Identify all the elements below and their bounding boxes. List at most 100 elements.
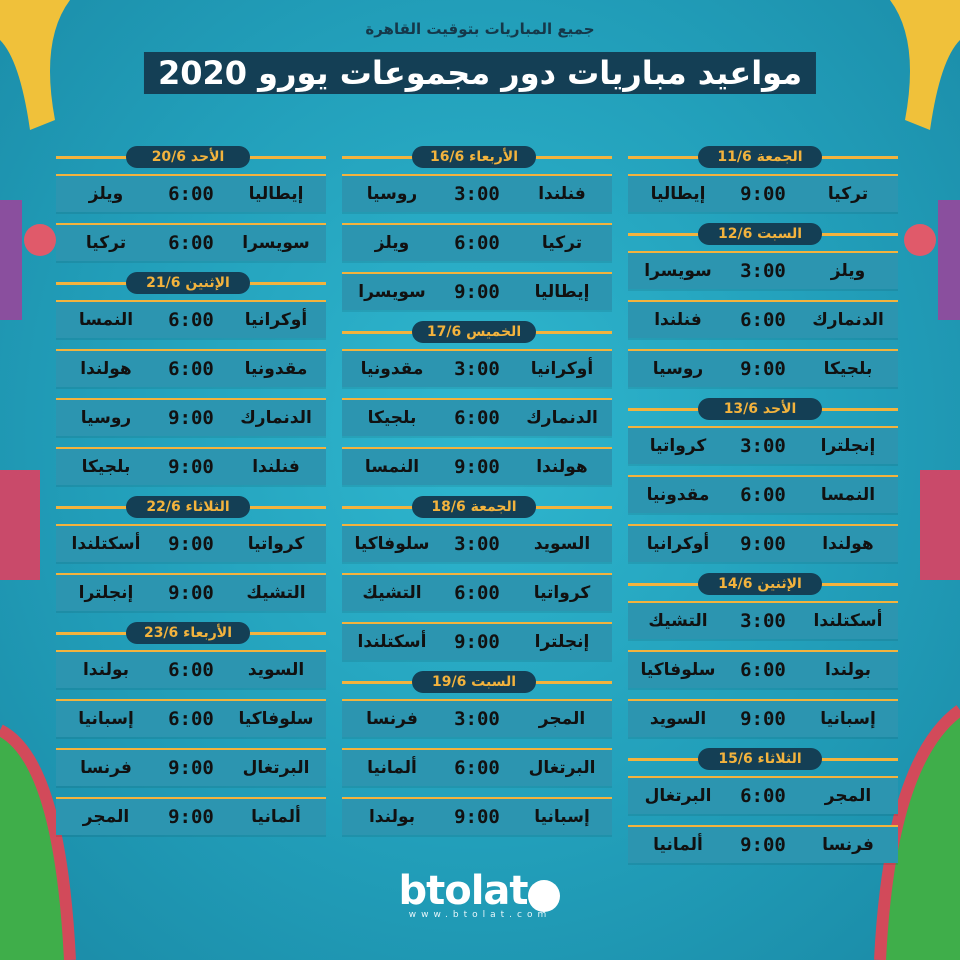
kickoff-time: 9:00 <box>168 533 214 555</box>
home-team: سلوفاكيا <box>238 709 314 729</box>
kickoff-time: 3:00 <box>740 610 786 632</box>
match-row: هولندا 9:00 أوكرانيا <box>628 524 898 562</box>
away-team: إنجلترا <box>78 583 134 603</box>
home-team: البرتغال <box>528 758 596 778</box>
away-team: ألمانيا <box>367 758 417 778</box>
kickoff-time: 3:00 <box>740 435 786 457</box>
kickoff-time: 6:00 <box>740 309 786 331</box>
kickoff-time: 9:00 <box>740 834 786 856</box>
match-row: إسبانيا 9:00 السويد <box>628 699 898 737</box>
kickoff-time: 9:00 <box>740 708 786 730</box>
away-team: روسيا <box>652 359 704 379</box>
away-team: فنلندا <box>654 310 702 330</box>
kickoff-time: 9:00 <box>454 806 500 828</box>
kickoff-time: 9:00 <box>168 582 214 604</box>
kickoff-time: 6:00 <box>454 407 500 429</box>
day-header: الخميس 17/6 <box>342 321 612 343</box>
home-team: أوكرانيا <box>244 310 308 330</box>
left-pitch <box>0 730 70 960</box>
kickoff-time: 9:00 <box>168 407 214 429</box>
match-row: تركيا 9:00 إيطاليا <box>628 174 898 212</box>
top-left-arch <box>0 0 70 130</box>
home-team: الدنمارك <box>812 310 884 330</box>
kickoff-time: 6:00 <box>168 232 214 254</box>
kickoff-time: 6:00 <box>740 659 786 681</box>
match-row: فنلندا 9:00 بلجيكا <box>56 447 326 485</box>
right-tree <box>904 224 936 256</box>
away-team: بولندا <box>82 660 129 680</box>
home-team: إسبانيا <box>534 807 590 827</box>
away-team: بلجيكا <box>367 408 417 428</box>
match-row: تركيا 6:00 ويلز <box>342 223 612 261</box>
kickoff-time: 3:00 <box>454 183 500 205</box>
match-row: كرواتيا 9:00 أسكتلندا <box>56 524 326 562</box>
match-row: فرنسا 9:00 ألمانيا <box>628 825 898 863</box>
kickoff-time: 3:00 <box>454 358 500 380</box>
kickoff-time: 9:00 <box>168 456 214 478</box>
page-title: مواعيد مباريات دور مجموعات يورو 2020 <box>143 52 817 94</box>
home-team: السويد <box>533 534 591 554</box>
match-row: أوكرانيا 6:00 النمسا <box>56 300 326 338</box>
schedule-column-right: الجمعة 11/6 تركيا 9:00 إيطاليا السبت 12/6 ويل… <box>628 146 898 874</box>
day-header: السبت 12/6 <box>628 223 898 245</box>
away-team: سلوفاكيا <box>354 534 430 554</box>
kickoff-time: 3:00 <box>740 260 786 282</box>
kickoff-time: 6:00 <box>740 484 786 506</box>
home-team: أسكتلندا <box>813 611 883 631</box>
away-team: سويسرا <box>644 261 712 281</box>
day-label: السبت 19/6 <box>412 671 536 693</box>
away-team: إسبانيا <box>78 709 134 729</box>
schedule-column-left: الأحد 20/6 إيطاليا 6:00 ويلز سويسرا 6:00 تركيا… <box>56 146 326 846</box>
kickoff-time: 3:00 <box>454 708 500 730</box>
day-label: الثلاثاء 22/6 <box>126 496 250 518</box>
match-row: مقدونيا 6:00 هولندا <box>56 349 326 387</box>
btolat-logo: btolat www.btolat.com <box>0 868 960 920</box>
kickoff-time: 9:00 <box>454 631 500 653</box>
schedule-column-middle: الأربعاء 16/6 فنلندا 3:00 روسيا تركيا 6:00 ويل… <box>342 146 612 846</box>
day-header: الإثنين 14/6 <box>628 573 898 595</box>
logo-site: www.btolat.com <box>408 909 552 920</box>
day-label: السبت 12/6 <box>698 223 822 245</box>
home-team: المجر <box>538 709 586 729</box>
day-header: السبت 19/6 <box>342 671 612 693</box>
match-row: ويلز 3:00 سويسرا <box>628 251 898 289</box>
match-row: هولندا 9:00 النمسا <box>342 447 612 485</box>
left-pitch-edge <box>0 724 76 960</box>
day-header: الإثنين 21/6 <box>56 272 326 294</box>
home-team: فرنسا <box>822 835 874 855</box>
kickoff-time: 6:00 <box>168 708 214 730</box>
match-row: السويد 3:00 سلوفاكيا <box>342 524 612 562</box>
match-row: فنلندا 3:00 روسيا <box>342 174 612 212</box>
away-team: بولندا <box>368 807 415 827</box>
home-team: إيطاليا <box>534 282 590 302</box>
kickoff-time: 6:00 <box>454 582 500 604</box>
match-row: البرتغال 6:00 ألمانيا <box>342 748 612 786</box>
home-team: مقدونيا <box>244 359 308 379</box>
away-team: التشيك <box>648 611 708 631</box>
away-team: تركيا <box>85 233 127 253</box>
home-team: إسبانيا <box>820 709 876 729</box>
day-label: الجمعة 18/6 <box>412 496 536 518</box>
match-row: الدنمارك 6:00 بلجيكا <box>342 398 612 436</box>
match-row: سويسرا 6:00 تركيا <box>56 223 326 261</box>
match-row: النمسا 6:00 مقدونيا <box>628 475 898 513</box>
home-team: المجر <box>824 786 872 806</box>
away-team: البرتغال <box>644 786 712 806</box>
home-team: فنلندا <box>252 457 300 477</box>
home-team: إنجلترا <box>534 632 590 652</box>
match-row: الدنمارك 6:00 فنلندا <box>628 300 898 338</box>
home-team: أوكرانيا <box>530 359 594 379</box>
kickoff-time: 9:00 <box>740 358 786 380</box>
kickoff-time: 6:00 <box>454 232 500 254</box>
match-row: سلوفاكيا 6:00 إسبانيا <box>56 699 326 737</box>
left-tree <box>24 224 56 256</box>
match-row: المجر 6:00 البرتغال <box>628 776 898 814</box>
away-team: روسيا <box>366 184 418 204</box>
home-team: إيطاليا <box>248 184 304 204</box>
away-team: التشيك <box>362 583 422 603</box>
away-team: المجر <box>82 807 130 827</box>
away-team: روسيا <box>80 408 132 428</box>
home-team: ويلز <box>830 261 866 281</box>
right-house <box>920 470 960 580</box>
